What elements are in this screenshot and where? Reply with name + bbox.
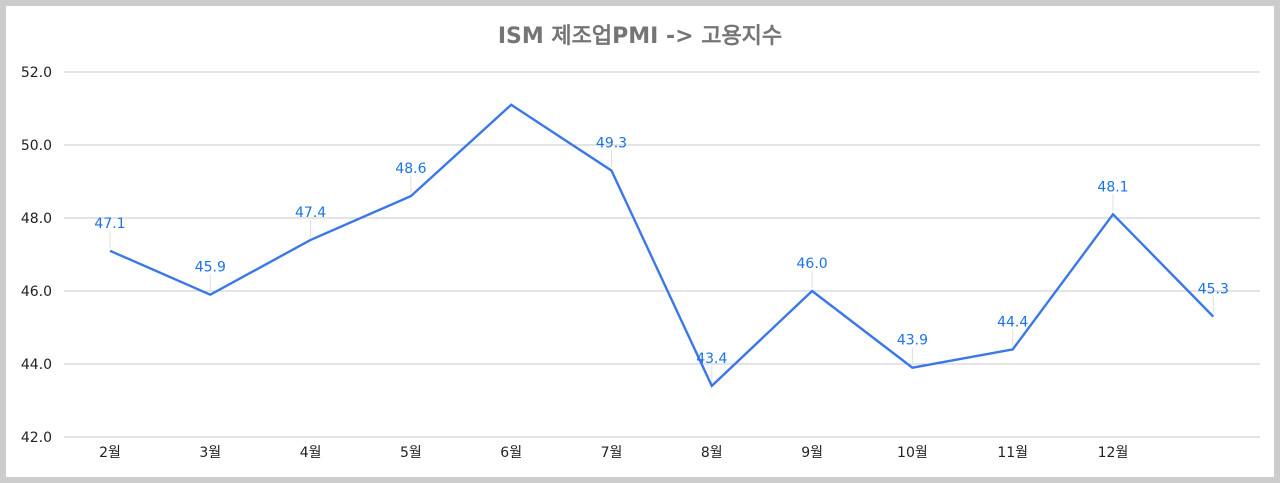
y-tick-label: 52.0: [21, 65, 52, 81]
y-tick-label: 42.0: [21, 430, 52, 446]
data-label: 43.4: [696, 351, 727, 367]
x-tick-label: 2월: [99, 445, 121, 461]
label-leaders: [109, 150, 1214, 383]
series-layer: [109, 103, 1215, 388]
data-label: 47.1: [94, 216, 125, 232]
data-label: 43.9: [897, 333, 928, 349]
data-label: 45.3: [1198, 282, 1229, 298]
y-tick-label: 46.0: [21, 284, 52, 300]
x-tick-label: 8월: [701, 445, 723, 461]
data-label: 46.0: [797, 256, 828, 272]
line-chart: ISM 제조업PMI -> 고용지수 42.0 44.0 46.0 48.0 50.0 5…: [21, 24, 1260, 461]
y-tick-label: 50.0: [21, 138, 52, 154]
x-tick-label: 11월: [997, 445, 1028, 461]
series-line: [109, 103, 1215, 388]
data-label: 48.6: [395, 161, 426, 177]
x-tick-label: 3월: [199, 445, 221, 461]
data-labels: 47.1 45.9 47.4 48.6 49.3 43.4 46.0 43.9 44.4 48.1…: [94, 136, 1228, 367]
x-tick-label: 7월: [601, 445, 623, 461]
chart-title: ISM 제조업PMI -> 고용지수: [498, 24, 782, 49]
y-axis-ticks: 42.0 44.0 46.0 48.0 50.0 52.0: [21, 65, 52, 446]
x-tick-label: 9월: [801, 445, 823, 461]
y-tick-label: 44.0: [21, 357, 52, 373]
data-label: 44.4: [997, 314, 1028, 330]
gridlines: [64, 71, 1260, 438]
data-label: 45.9: [195, 260, 226, 276]
x-tick-label: 10월: [897, 445, 928, 461]
data-label: 48.1: [1097, 179, 1128, 195]
data-label: 47.4: [295, 205, 326, 221]
chart-frame: ISM 제조업PMI -> 고용지수 42.0 44.0 46.0 48.0 50.0 5…: [6, 6, 1274, 477]
x-tick-label: 4월: [300, 445, 322, 461]
y-tick-label: 48.0: [21, 211, 52, 227]
data-label: 49.3: [596, 136, 627, 152]
x-tick-label: 6월: [500, 445, 522, 461]
x-axis-ticks: 2월 3월 4월 5월 6월 7월 8월 9월 10월 11월 12월: [99, 445, 1128, 461]
x-tick-label: 12월: [1098, 445, 1129, 461]
x-tick-label: 5월: [400, 445, 422, 461]
